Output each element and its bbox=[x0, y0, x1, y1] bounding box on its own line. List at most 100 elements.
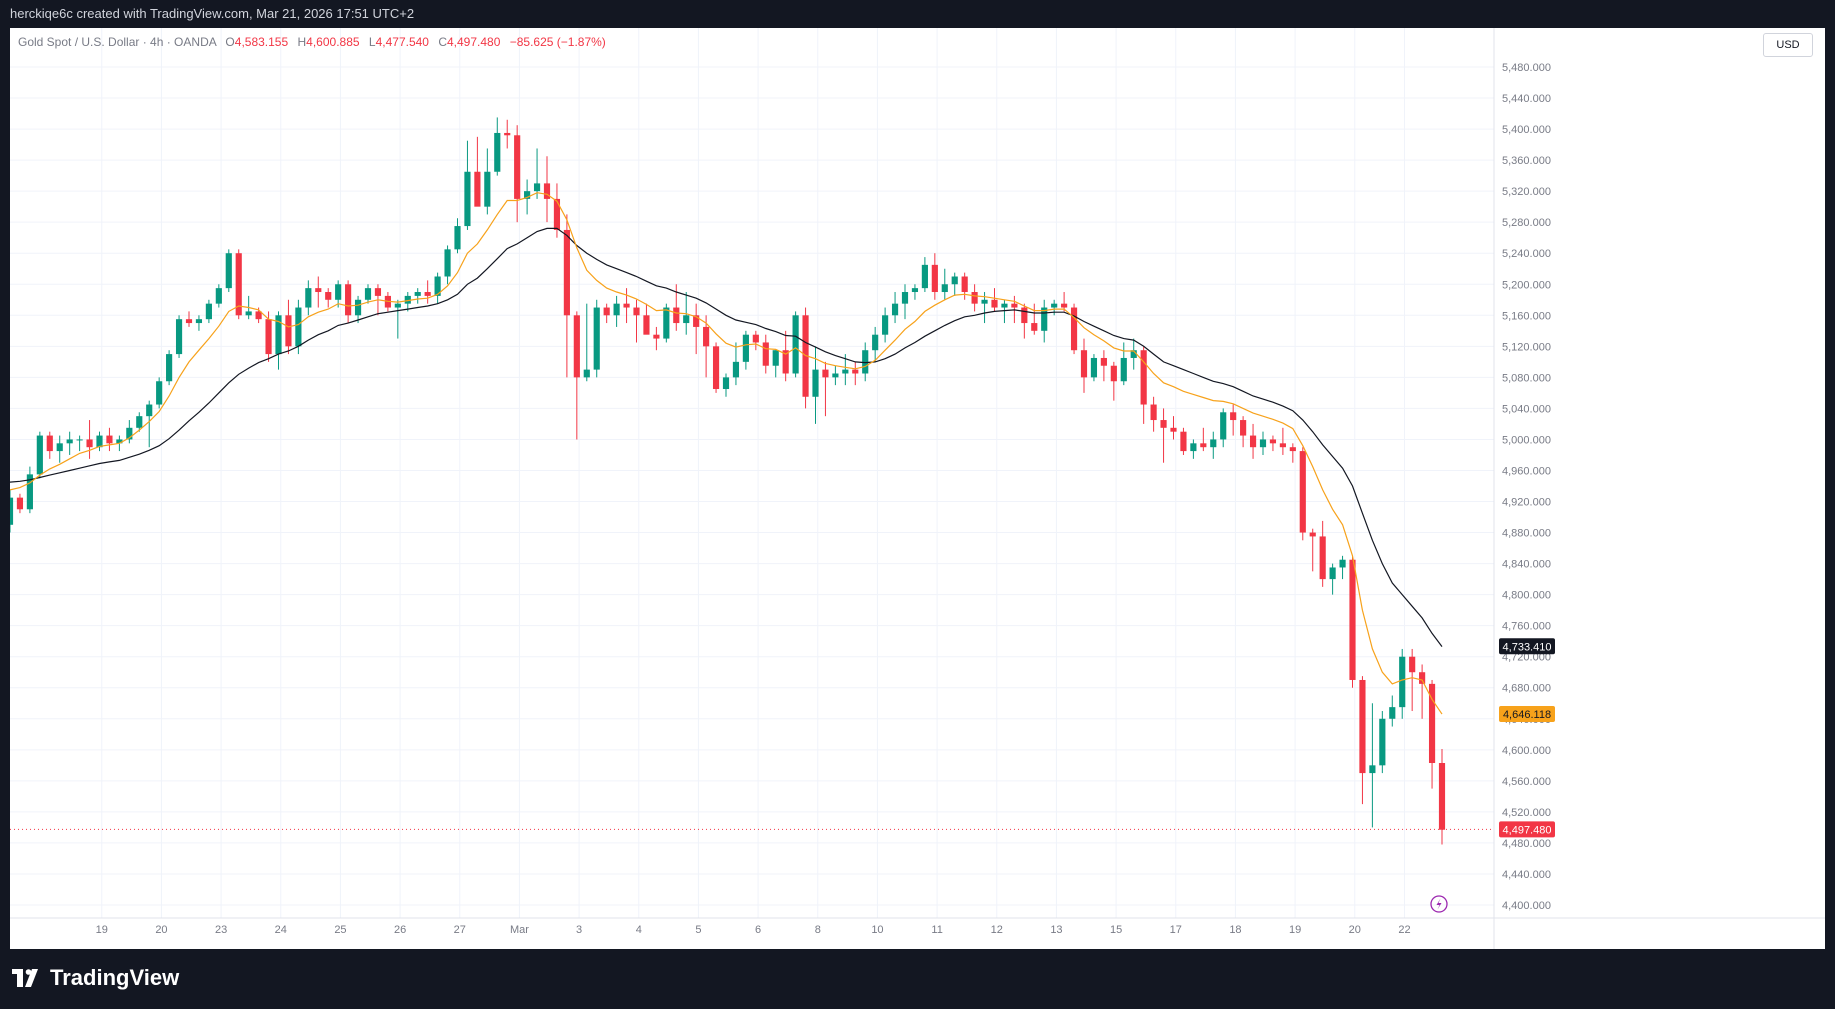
y-tick-label: 4,760.000 bbox=[1502, 621, 1551, 633]
y-tick-label: 5,080.000 bbox=[1502, 372, 1551, 384]
candle-body bbox=[305, 288, 312, 308]
candle-body bbox=[364, 288, 372, 300]
candle-body bbox=[494, 132, 501, 172]
candle-body bbox=[842, 369, 849, 374]
candle-body bbox=[56, 443, 63, 452]
candle-body bbox=[335, 284, 342, 300]
ema-slow-price-label-bg bbox=[1499, 638, 1555, 655]
candle-body bbox=[812, 369, 819, 397]
candle-body bbox=[732, 361, 740, 378]
candle-body bbox=[394, 303, 401, 308]
x-tick-label: 20 bbox=[155, 924, 167, 936]
candle-body bbox=[623, 303, 630, 308]
candle-body bbox=[583, 369, 590, 378]
x-tick-label: 27 bbox=[454, 924, 466, 936]
y-tick-label: 5,000.000 bbox=[1502, 434, 1551, 446]
candle-body bbox=[345, 284, 352, 316]
currency-selector[interactable]: USD bbox=[1763, 33, 1813, 57]
candle-body bbox=[1329, 567, 1336, 580]
brand-name: TradingView bbox=[50, 965, 180, 990]
candle-body bbox=[116, 439, 123, 444]
x-tick-label: 5 bbox=[695, 924, 701, 936]
candle-body bbox=[36, 435, 43, 475]
candle-body bbox=[762, 342, 769, 366]
candle-body bbox=[1080, 350, 1088, 378]
y-tick-label: 4,480.000 bbox=[1502, 838, 1551, 850]
candle-body bbox=[852, 369, 859, 374]
candle-body bbox=[156, 381, 163, 405]
candle-body bbox=[185, 319, 193, 324]
candle-body bbox=[1021, 307, 1028, 324]
candle-body bbox=[1289, 447, 1296, 452]
candle-body bbox=[832, 373, 839, 378]
y-tick-label: 4,920.000 bbox=[1502, 497, 1551, 509]
candle-body bbox=[553, 198, 561, 230]
price-chart[interactable]: 5,480.000 5,440.000 5,400.000 5,360.000 5,32… bbox=[10, 28, 1825, 949]
candle-body bbox=[504, 132, 511, 136]
candle-body bbox=[1259, 439, 1267, 448]
candle-body bbox=[921, 264, 928, 289]
x-tick-label: 11 bbox=[931, 924, 942, 936]
x-tick-label: 8 bbox=[815, 924, 821, 936]
candle-body bbox=[126, 427, 133, 440]
y-tick-label: 5,360.000 bbox=[1502, 155, 1551, 167]
candle-body bbox=[1070, 307, 1078, 351]
candle-body bbox=[1349, 559, 1356, 680]
candle-body bbox=[1140, 350, 1147, 405]
candle-body bbox=[424, 292, 431, 296]
candle-body bbox=[1299, 451, 1306, 533]
x-tick-label: 24 bbox=[275, 924, 287, 936]
ema-fast-price-label: 4,646.118 bbox=[1503, 709, 1551, 721]
x-tick-label: 12 bbox=[991, 924, 1003, 936]
candle-body bbox=[1041, 307, 1048, 331]
x-tick-label: 20 bbox=[1349, 924, 1361, 936]
x-tick-label: 4 bbox=[636, 924, 642, 936]
candle-body bbox=[444, 249, 451, 277]
candle-body bbox=[1130, 350, 1137, 358]
candle-body bbox=[1220, 412, 1227, 440]
y-tick-label: 4,400.000 bbox=[1502, 900, 1551, 912]
x-tick-label: 10 bbox=[871, 924, 883, 936]
candle-body bbox=[971, 292, 978, 304]
candle-body bbox=[106, 435, 113, 444]
candle-body bbox=[1359, 679, 1366, 774]
candle-body bbox=[872, 334, 879, 351]
candle-body bbox=[1279, 443, 1286, 448]
candle-body bbox=[1419, 672, 1426, 684]
x-tick-label: 26 bbox=[394, 924, 406, 936]
candle-body bbox=[1249, 435, 1257, 448]
tradingview-logo[interactable]: TradingView bbox=[12, 965, 179, 991]
candle-body bbox=[1090, 357, 1098, 378]
candle-body bbox=[454, 226, 461, 250]
close-label: C bbox=[438, 35, 447, 49]
candle-body bbox=[1170, 427, 1177, 432]
candle-body bbox=[285, 315, 292, 347]
candle-body bbox=[1230, 412, 1237, 421]
candle-body bbox=[563, 229, 570, 316]
ema-fast-line bbox=[10, 192, 1443, 715]
y-tick-label: 4,800.000 bbox=[1502, 590, 1551, 602]
candle-body bbox=[166, 354, 173, 382]
lightning-icon bbox=[1430, 895, 1448, 913]
candle-body bbox=[573, 315, 580, 378]
x-tick-label: 19 bbox=[96, 924, 108, 936]
candle-body bbox=[891, 303, 899, 316]
candle-body bbox=[1061, 303, 1068, 308]
candle-body bbox=[772, 350, 779, 366]
close-value: 4,497.480 bbox=[447, 35, 501, 49]
candle-body bbox=[911, 288, 919, 293]
candle-body bbox=[354, 299, 362, 316]
candle-body bbox=[663, 307, 670, 339]
ema-slow-line bbox=[10, 227, 1443, 647]
y-tick-label: 4,600.000 bbox=[1502, 745, 1551, 757]
candle-body bbox=[1200, 443, 1207, 448]
candle-body bbox=[136, 416, 143, 428]
high-label: H bbox=[297, 35, 307, 49]
candle-body bbox=[941, 284, 948, 293]
chart-area[interactable]: 5,480.000 5,440.000 5,400.000 5,360.000 5,32… bbox=[10, 28, 1825, 949]
candle-body bbox=[543, 183, 551, 199]
candle-body bbox=[175, 319, 183, 355]
candle-body bbox=[414, 292, 421, 296]
y-tick-label: 5,200.000 bbox=[1502, 279, 1551, 291]
last-price-label: 4,497.480 bbox=[1503, 824, 1552, 836]
